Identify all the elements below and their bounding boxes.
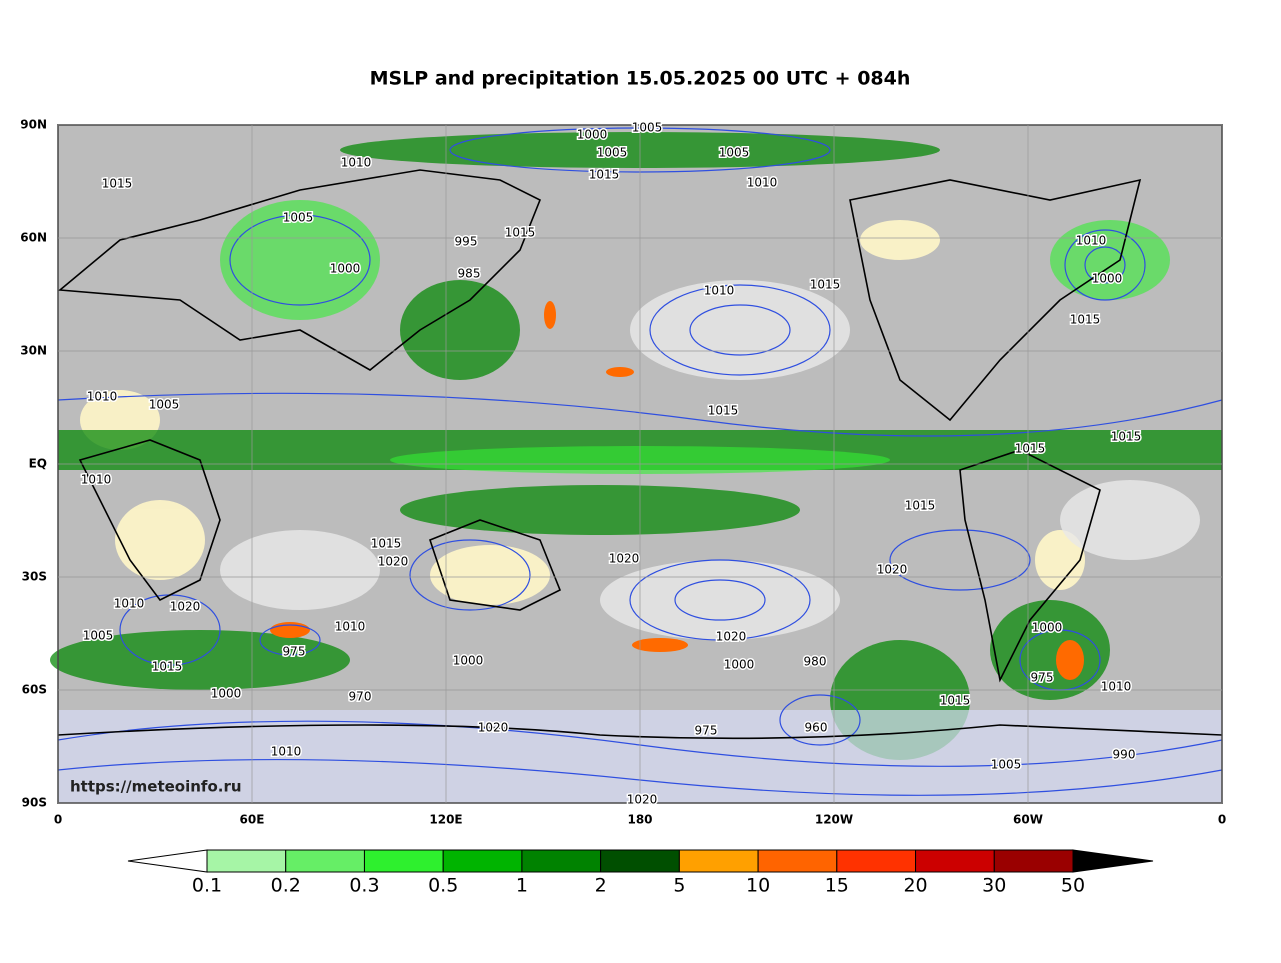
colorbar-segment [757,849,838,873]
x-tick-label: 120E [429,813,462,827]
isobar-label: 1005 [991,758,1022,772]
isobar-label: 1010 [114,597,145,611]
isobar-label: 960 [805,721,828,735]
source-url: https://meteoinfo.ru [70,778,242,796]
colorbar-segment [678,849,759,873]
isobar-label: 1010 [335,620,366,634]
isobar-label: 1010 [271,745,302,759]
isobar-label: 1000 [211,687,242,701]
isobar-label: 1010 [341,156,372,170]
isobar-label: 1015 [810,278,841,292]
isobar-label: 1015 [371,537,402,551]
isobar-label: 1000 [577,128,608,142]
isobar-label: 1000 [453,654,484,668]
x-tick-label: 120W [815,813,853,827]
isobar-label: 1000 [330,262,361,276]
isobar-label: 975 [695,724,718,738]
isobar-label: 1020 [627,793,658,807]
isobar-label: 1015 [1015,442,1046,456]
x-tick-label: 60E [240,813,265,827]
isobar-label: 1015 [1111,430,1142,444]
colorbar-segment [521,849,602,873]
isobar-label: 1020 [378,555,409,569]
x-tick-label: 0 [54,813,62,827]
colorbar-tick-label: 0.1 [192,875,222,897]
colorbar-tick-label: 20 [903,875,927,897]
colorbar-segment [836,849,917,873]
isobar-label: 1015 [505,226,536,240]
colorbar-segment [442,849,523,873]
isobar-label: 980 [804,655,827,669]
isobar-label: 1005 [83,629,114,643]
isobar-label: 1020 [478,721,509,735]
y-tick-label: 90S [22,796,47,810]
colorbar-segment [206,849,287,873]
isobar-label: 1000 [1032,621,1063,635]
isobar-label: 1005 [149,398,180,412]
isobar-label: 1010 [87,390,118,404]
isobar-label: 1000 [724,658,755,672]
isobar-label: 1005 [719,146,750,160]
colorbar-tick-label: 15 [825,875,849,897]
isobar-label: 995 [455,235,478,249]
isobar-label: 975 [1031,671,1054,685]
colorbar-tick-label: 30 [982,875,1006,897]
isobar-label: 1015 [589,168,620,182]
isobar-label: 1010 [747,176,778,190]
colorbar-segment [363,849,444,873]
isobar-label: 970 [349,690,372,704]
isobar-label: 1010 [1101,680,1132,694]
isobar-label: 1020 [716,630,747,644]
colorbar-tick-label: 5 [673,875,685,897]
y-tick-label: 60N [20,231,47,245]
isobar-label: 985 [458,267,481,281]
colorbar-segment [915,849,995,873]
colorbar-tick-label: 0.2 [271,875,301,897]
colorbar-tick-label: 2 [595,875,607,897]
y-tick-label: EQ [29,457,47,471]
isobar-label: 1015 [905,499,936,513]
isobar-label: 1015 [102,177,133,191]
isobar-label: 1015 [1070,313,1101,327]
colorbar-tick-label: 0.5 [428,875,458,897]
isobar-label: 1000 [1092,272,1123,286]
isobar-label: 1015 [152,660,183,674]
y-tick-label: 30S [22,570,47,584]
isobar-label: 1010 [704,284,735,298]
colorbar-tick-label: 10 [746,875,770,897]
y-tick-label: 30N [20,344,47,358]
map-title: MSLP and precipitation 15.05.2025 00 UTC… [370,68,911,90]
isobar-label: 1020 [877,563,908,577]
colorbar-tick-label: 50 [1061,875,1085,897]
colorbar-segment [600,849,680,873]
y-tick-label: 60S [22,683,47,697]
x-tick-label: 60W [1013,813,1043,827]
isobar-label: 1005 [597,146,628,160]
isobar-label: 1010 [1076,234,1107,248]
isobar-label: 990 [1113,748,1136,762]
colorbar-over [1072,849,1154,873]
colorbar-segment [993,849,1074,873]
isobar-label: 1005 [632,121,663,135]
isobar-label: 1020 [609,552,640,566]
isobar-label: 1015 [940,694,971,708]
colorbar-tick-label: 0.3 [349,875,379,897]
isobar-label: 1005 [283,211,314,225]
colorbar-under [127,849,208,873]
isobar-label: 1010 [81,473,112,487]
x-tick-label: 180 [627,813,652,827]
colorbar-segment [285,849,365,873]
isobar-label: 975 [283,645,306,659]
y-tick-label: 90N [20,118,47,132]
isobar-label: 1020 [170,600,201,614]
colorbar-tick-label: 1 [516,875,528,897]
isobar-label: 1015 [708,404,739,418]
x-tick-label: 0 [1218,813,1226,827]
